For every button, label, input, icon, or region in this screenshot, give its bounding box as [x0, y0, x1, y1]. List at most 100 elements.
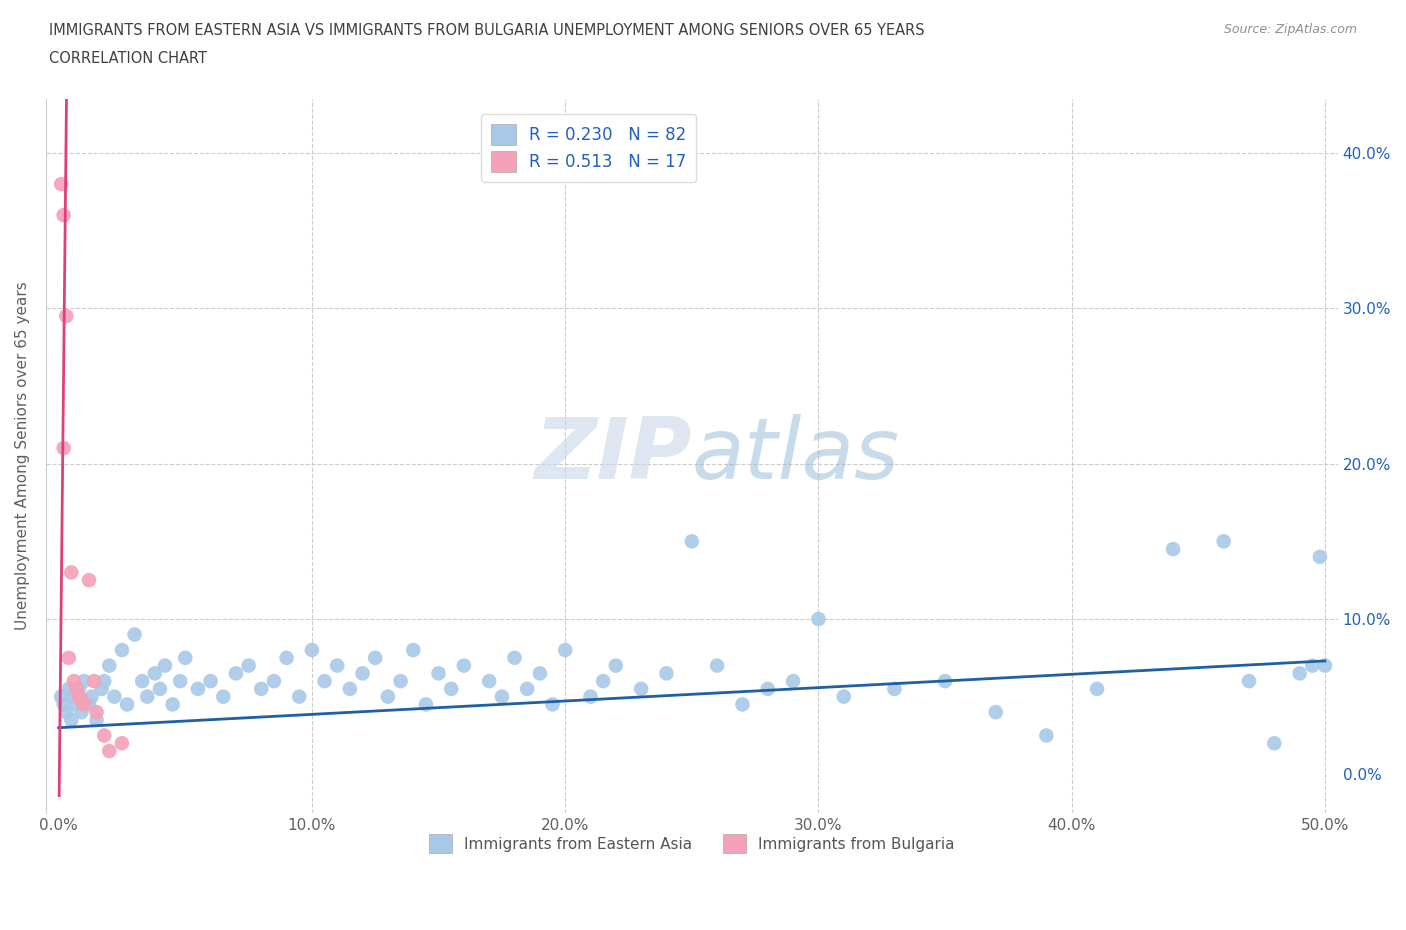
Point [541, 697, 564, 711]
Point [83, 673, 105, 688]
Point [263, 673, 285, 688]
Point [93, 728, 115, 743]
Point [98, 744, 121, 759]
Point [51, 689, 73, 704]
Point [65, 697, 87, 711]
Point [1085, 682, 1108, 697]
Point [52, 207, 75, 222]
Text: Source: ZipAtlas.com: Source: ZipAtlas.com [1223, 23, 1357, 36]
Point [377, 689, 399, 704]
Point [579, 689, 602, 704]
Point [681, 534, 703, 549]
Point [301, 643, 323, 658]
Point [529, 666, 551, 681]
Point [756, 682, 779, 697]
Point [70, 705, 93, 720]
Point [60, 712, 83, 727]
Point [111, 736, 134, 751]
Point [605, 658, 627, 673]
Point [174, 650, 197, 665]
Point [934, 673, 956, 688]
Point [136, 689, 159, 704]
Point [1301, 658, 1323, 673]
Point [103, 689, 125, 704]
Point [478, 673, 501, 688]
Y-axis label: Unemployment Among Seniors over 65 years: Unemployment Among Seniors over 65 years [15, 282, 30, 631]
Point [52, 441, 75, 456]
Point [1263, 736, 1285, 751]
Point [402, 643, 425, 658]
Point [63, 689, 86, 704]
Point [67, 689, 90, 704]
Point [453, 658, 475, 673]
Point [503, 650, 526, 665]
Point [389, 673, 412, 688]
Point [1313, 658, 1336, 673]
Point [339, 682, 361, 697]
Point [77, 697, 100, 711]
Point [832, 689, 855, 704]
Point [1288, 666, 1310, 681]
Point [427, 666, 450, 681]
Text: atlas: atlas [692, 415, 900, 498]
Point [225, 666, 247, 681]
Point [153, 658, 176, 673]
Point [288, 689, 311, 704]
Point [58, 650, 80, 665]
Point [516, 682, 538, 697]
Point [782, 673, 804, 688]
Point [73, 697, 96, 711]
Point [65, 682, 87, 697]
Point [276, 650, 298, 665]
Point [73, 673, 96, 688]
Point [200, 673, 222, 688]
Point [1212, 534, 1234, 549]
Point [162, 697, 184, 711]
Point [314, 673, 336, 688]
Point [364, 650, 387, 665]
Point [415, 697, 437, 711]
Point [554, 643, 576, 658]
Point [250, 682, 273, 697]
Point [655, 666, 678, 681]
Point [984, 705, 1007, 720]
Point [70, 692, 93, 707]
Point [212, 689, 235, 704]
Point [60, 565, 83, 579]
Point [807, 612, 830, 627]
Point [706, 658, 728, 673]
Point [326, 658, 349, 673]
Point [187, 682, 209, 697]
Point [1237, 673, 1260, 688]
Point [131, 673, 153, 688]
Point [55, 705, 77, 720]
Point [149, 682, 172, 697]
Point [1161, 541, 1184, 556]
Point [630, 682, 652, 697]
Point [52, 697, 75, 711]
Point [98, 658, 121, 673]
Point [238, 658, 260, 673]
Point [169, 673, 191, 688]
Point [731, 697, 754, 711]
Point [124, 627, 146, 642]
Point [77, 573, 100, 588]
Point [51, 177, 73, 192]
Point [58, 682, 80, 697]
Point [90, 682, 112, 697]
Text: CORRELATION CHART: CORRELATION CHART [49, 51, 207, 66]
Text: IMMIGRANTS FROM EASTERN ASIA VS IMMIGRANTS FROM BULGARIA UNEMPLOYMENT AMONG SENI: IMMIGRANTS FROM EASTERN ASIA VS IMMIGRAN… [49, 23, 925, 38]
Point [143, 666, 166, 681]
Point [883, 682, 905, 697]
Text: ZIP: ZIP [534, 415, 692, 498]
Point [352, 666, 374, 681]
Point [55, 309, 77, 324]
Point [1309, 550, 1331, 565]
Point [67, 682, 90, 697]
Point [440, 682, 463, 697]
Point [592, 673, 614, 688]
Point [491, 689, 513, 704]
Point [111, 643, 134, 658]
Point [63, 673, 86, 688]
Point [86, 712, 108, 727]
